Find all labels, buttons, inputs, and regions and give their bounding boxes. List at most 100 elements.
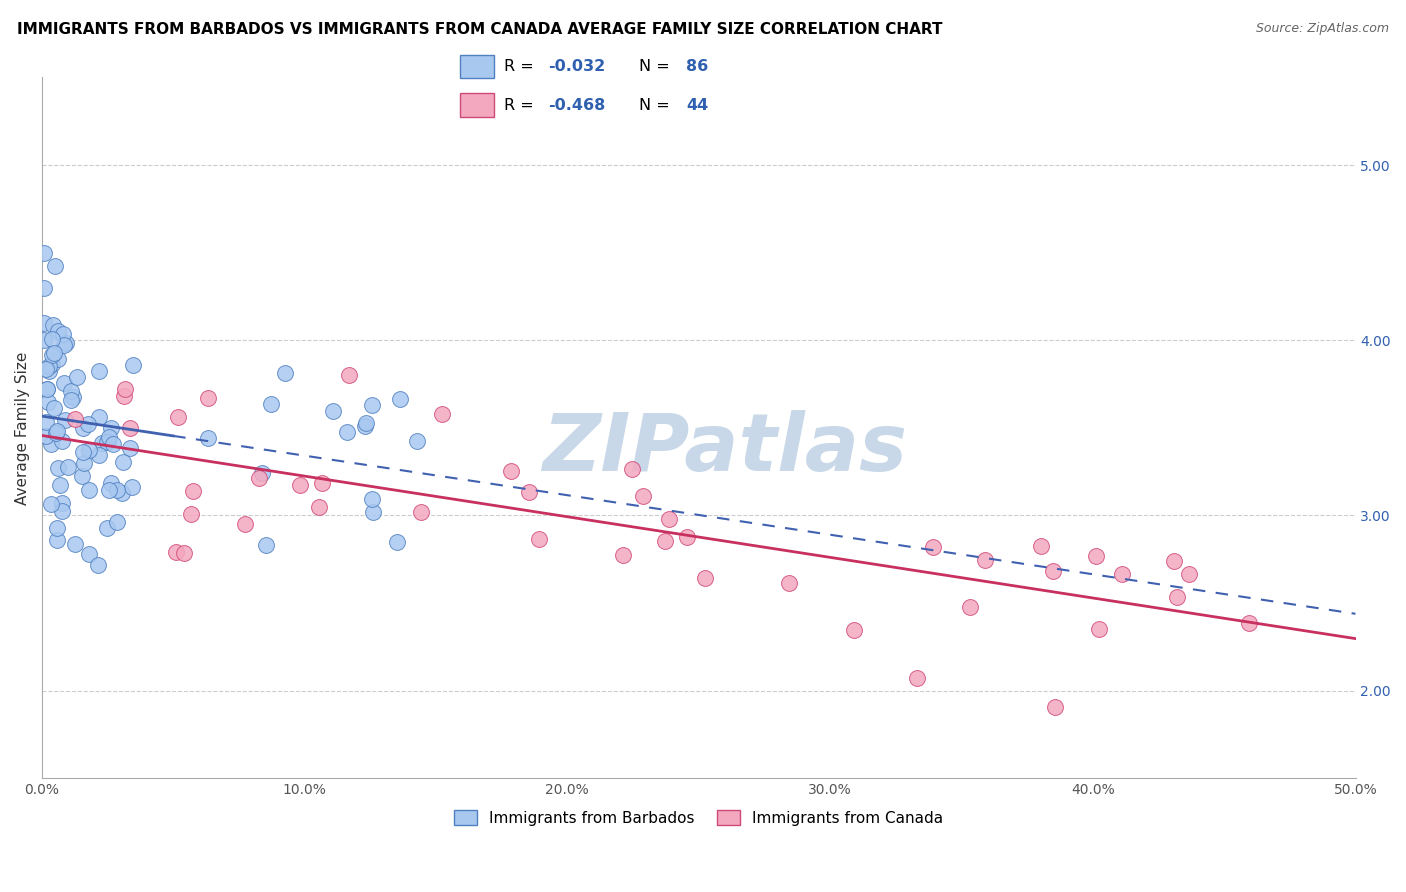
Point bbox=[38, 364, 60, 378]
Point bbox=[62, 390, 84, 404]
Point bbox=[46, 324, 69, 338]
Point bbox=[336, 425, 359, 440]
Point bbox=[308, 500, 330, 514]
Point bbox=[77, 443, 100, 458]
Legend: Immigrants from Barbados, Immigrants from Canada: Immigrants from Barbados, Immigrants fro… bbox=[446, 803, 952, 834]
Text: 44: 44 bbox=[686, 98, 709, 113]
Point bbox=[97, 434, 120, 448]
Point bbox=[44, 259, 66, 273]
Point bbox=[389, 392, 412, 407]
Point bbox=[247, 471, 270, 485]
Point bbox=[1178, 566, 1201, 581]
Point bbox=[1043, 700, 1066, 714]
Point bbox=[122, 358, 145, 372]
Point bbox=[34, 245, 56, 260]
Point bbox=[35, 361, 58, 376]
Point bbox=[52, 327, 75, 342]
Point bbox=[166, 410, 188, 425]
Point bbox=[1166, 590, 1188, 604]
Point bbox=[55, 335, 77, 350]
Text: R =: R = bbox=[503, 59, 538, 74]
Point bbox=[411, 505, 433, 519]
Point bbox=[98, 430, 121, 444]
Point bbox=[1239, 616, 1261, 631]
Point bbox=[51, 504, 73, 518]
Bar bbox=[460, 54, 494, 78]
Point bbox=[52, 376, 75, 391]
Point bbox=[70, 469, 93, 483]
Text: -0.468: -0.468 bbox=[548, 98, 605, 113]
Point bbox=[96, 435, 118, 450]
Point bbox=[959, 599, 981, 614]
Point bbox=[105, 515, 128, 529]
Point bbox=[51, 434, 73, 449]
Point bbox=[337, 368, 360, 383]
Point bbox=[46, 460, 69, 475]
Point bbox=[87, 410, 110, 425]
Point bbox=[37, 395, 59, 409]
Point bbox=[35, 382, 58, 396]
Text: R =: R = bbox=[503, 98, 538, 113]
Point bbox=[529, 533, 551, 547]
Point bbox=[311, 476, 333, 491]
Point bbox=[45, 425, 67, 439]
Point bbox=[38, 359, 60, 373]
Point bbox=[63, 412, 86, 426]
Point bbox=[612, 549, 634, 563]
Point bbox=[430, 407, 453, 421]
Point bbox=[173, 546, 195, 560]
Point bbox=[620, 462, 643, 476]
Point bbox=[322, 404, 344, 418]
Point bbox=[183, 483, 205, 498]
Point bbox=[112, 455, 135, 469]
Text: Source: ZipAtlas.com: Source: ZipAtlas.com bbox=[1256, 22, 1389, 36]
Point bbox=[517, 485, 540, 500]
Point bbox=[34, 333, 56, 347]
Point bbox=[288, 477, 311, 491]
Point bbox=[676, 530, 699, 544]
Point bbox=[1088, 622, 1111, 636]
Point bbox=[360, 399, 382, 413]
Point bbox=[100, 476, 122, 491]
Point bbox=[1042, 564, 1064, 578]
Point bbox=[97, 483, 120, 497]
Point bbox=[42, 401, 65, 415]
Point bbox=[695, 571, 717, 585]
Point bbox=[55, 412, 77, 426]
Point bbox=[100, 420, 122, 434]
Point bbox=[66, 370, 89, 384]
Point bbox=[120, 420, 142, 434]
Point bbox=[60, 384, 83, 399]
Point bbox=[254, 538, 277, 552]
Point bbox=[974, 552, 997, 566]
Point bbox=[499, 464, 522, 478]
Point bbox=[87, 448, 110, 462]
Point bbox=[197, 431, 219, 445]
Point bbox=[77, 483, 100, 497]
Point bbox=[89, 364, 111, 378]
Point bbox=[41, 348, 63, 362]
Point bbox=[41, 357, 63, 371]
Text: 86: 86 bbox=[686, 59, 709, 74]
Text: ZIPatlas: ZIPatlas bbox=[543, 409, 907, 488]
Point bbox=[1084, 549, 1107, 563]
Point bbox=[73, 456, 96, 470]
Point bbox=[259, 397, 281, 411]
Point bbox=[233, 516, 256, 531]
Point bbox=[111, 485, 134, 500]
Point bbox=[197, 391, 219, 405]
Point bbox=[45, 425, 67, 440]
Point bbox=[46, 533, 69, 548]
Point bbox=[35, 382, 58, 396]
Point bbox=[101, 437, 124, 451]
Point bbox=[49, 478, 72, 492]
Point bbox=[96, 521, 118, 535]
Point bbox=[360, 492, 382, 507]
Point bbox=[72, 421, 94, 435]
Point bbox=[121, 480, 143, 494]
Bar bbox=[460, 93, 494, 117]
Point bbox=[1111, 567, 1133, 582]
Point bbox=[120, 441, 142, 455]
Point bbox=[45, 521, 67, 535]
Point bbox=[354, 416, 377, 430]
